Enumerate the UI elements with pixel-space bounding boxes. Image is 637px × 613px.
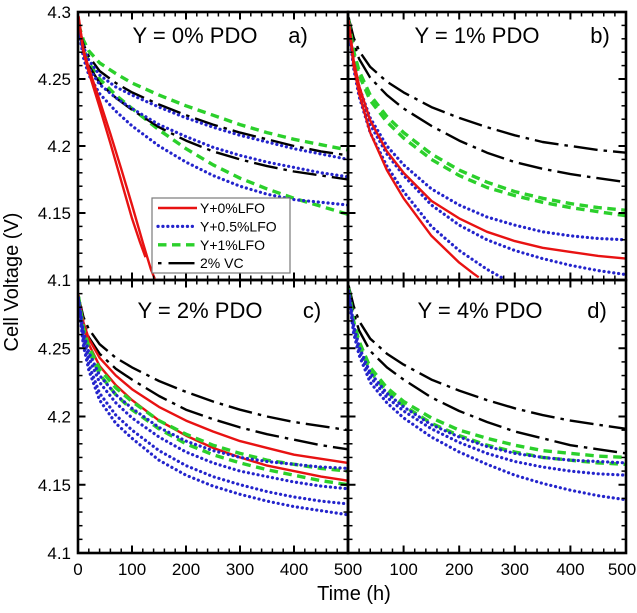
curve-y0lfo: [347, 21, 480, 279]
curve-y05lfo: [347, 290, 627, 477]
curve-y05lfo: [77, 296, 349, 470]
curve-y05lfo: [77, 297, 349, 491]
x-tick-label: 100: [389, 560, 417, 579]
curve-y1lfo: [77, 23, 349, 152]
legend-box: [151, 197, 291, 274]
curve-y0lfo: [347, 19, 627, 260]
x-tick-label: 300: [226, 560, 254, 579]
legend-label: Y+1%LFO: [200, 237, 265, 253]
panel-c-title: Y = 2% PDO: [138, 298, 263, 323]
panel-b-title: Y = 1% PDO: [415, 23, 540, 48]
x-tick-label: 300: [501, 560, 529, 579]
curve-y0lfo: [77, 15, 156, 280]
curve-y05lfo: [347, 22, 627, 277]
curve-y05lfo: [77, 26, 349, 179]
y-tick-label: 4.25: [38, 339, 71, 358]
curve-y0lfo: [77, 294, 349, 465]
x-tick-label: 500: [334, 560, 362, 579]
panel-d-title: Y = 4% PDO: [418, 298, 543, 323]
x-tick-label: 100: [118, 560, 146, 579]
curve-y05lfo: [77, 300, 349, 517]
y-tick-label: 4.3: [47, 3, 71, 22]
panel-b-curves: [347, 17, 627, 281]
curve-2vc: [77, 25, 349, 157]
x-tick-label: 200: [445, 560, 473, 579]
curve-y0lfo: [77, 17, 147, 258]
x-tick-label: 400: [556, 560, 584, 579]
y-tick-label: 4.15: [38, 476, 71, 495]
panel-c-corner-label: c): [303, 298, 321, 323]
curve-y05lfo: [77, 298, 349, 506]
curve-y05lfo: [347, 289, 627, 465]
legend: Y+0%LFO Y+0.5%LFO Y+1%LFO 2% VC: [151, 197, 291, 274]
curve-y1lfo: [347, 19, 627, 212]
panel-c-curves: [77, 294, 349, 517]
x-tick-label: 400: [280, 560, 308, 579]
y-tick-label: 4.2: [47, 137, 71, 156]
y-tick-label: 4.1: [47, 271, 71, 290]
x-axis-label: Time (h): [317, 583, 391, 605]
legend-label: Y+0.5%LFO: [200, 218, 277, 234]
y-tick-label: 4.15: [38, 204, 71, 223]
curve-2vc: [347, 17, 627, 154]
curve-2vc: [77, 26, 349, 181]
y-tick-label: 4.2: [47, 408, 71, 427]
y-axis-label: Cell Voltage (V): [1, 213, 23, 352]
panel-b-corner-label: b): [590, 23, 610, 48]
curve-y05lfo: [77, 25, 349, 161]
legend-label: Y+0%LFO: [200, 200, 265, 216]
curve-y1lfo: [77, 25, 349, 216]
curve-2vc: [347, 286, 627, 455]
curve-y1lfo: [347, 21, 627, 218]
x-tick-label: 0: [73, 560, 82, 579]
panel-d-curves: [347, 285, 627, 502]
curve-y05lfo: [77, 27, 349, 207]
y-tick-label: 4.1: [47, 544, 71, 563]
curve-2vc: [77, 296, 349, 432]
panel-d-border: [346, 278, 628, 555]
x-tick-label: 500: [608, 560, 636, 579]
curve-y1lfo: [77, 296, 349, 473]
curve-2vc: [347, 18, 627, 184]
curve-y1lfo: [347, 289, 627, 466]
legend-label: 2% VC: [200, 255, 244, 271]
curve-2vc: [347, 285, 627, 430]
curve-y05lfo: [347, 292, 627, 502]
panel-a-corner-label: a): [288, 23, 308, 48]
y-tick-label: 4.25: [38, 70, 71, 89]
x-tick-label: 200: [172, 560, 200, 579]
chart-generated-layer: 4.34.254.24.154.14.254.24.154.10 100 200 30…: [38, 3, 636, 579]
panel-a-title: Y = 0% PDO: [133, 23, 258, 48]
panel-d-corner-label: d): [587, 298, 607, 323]
